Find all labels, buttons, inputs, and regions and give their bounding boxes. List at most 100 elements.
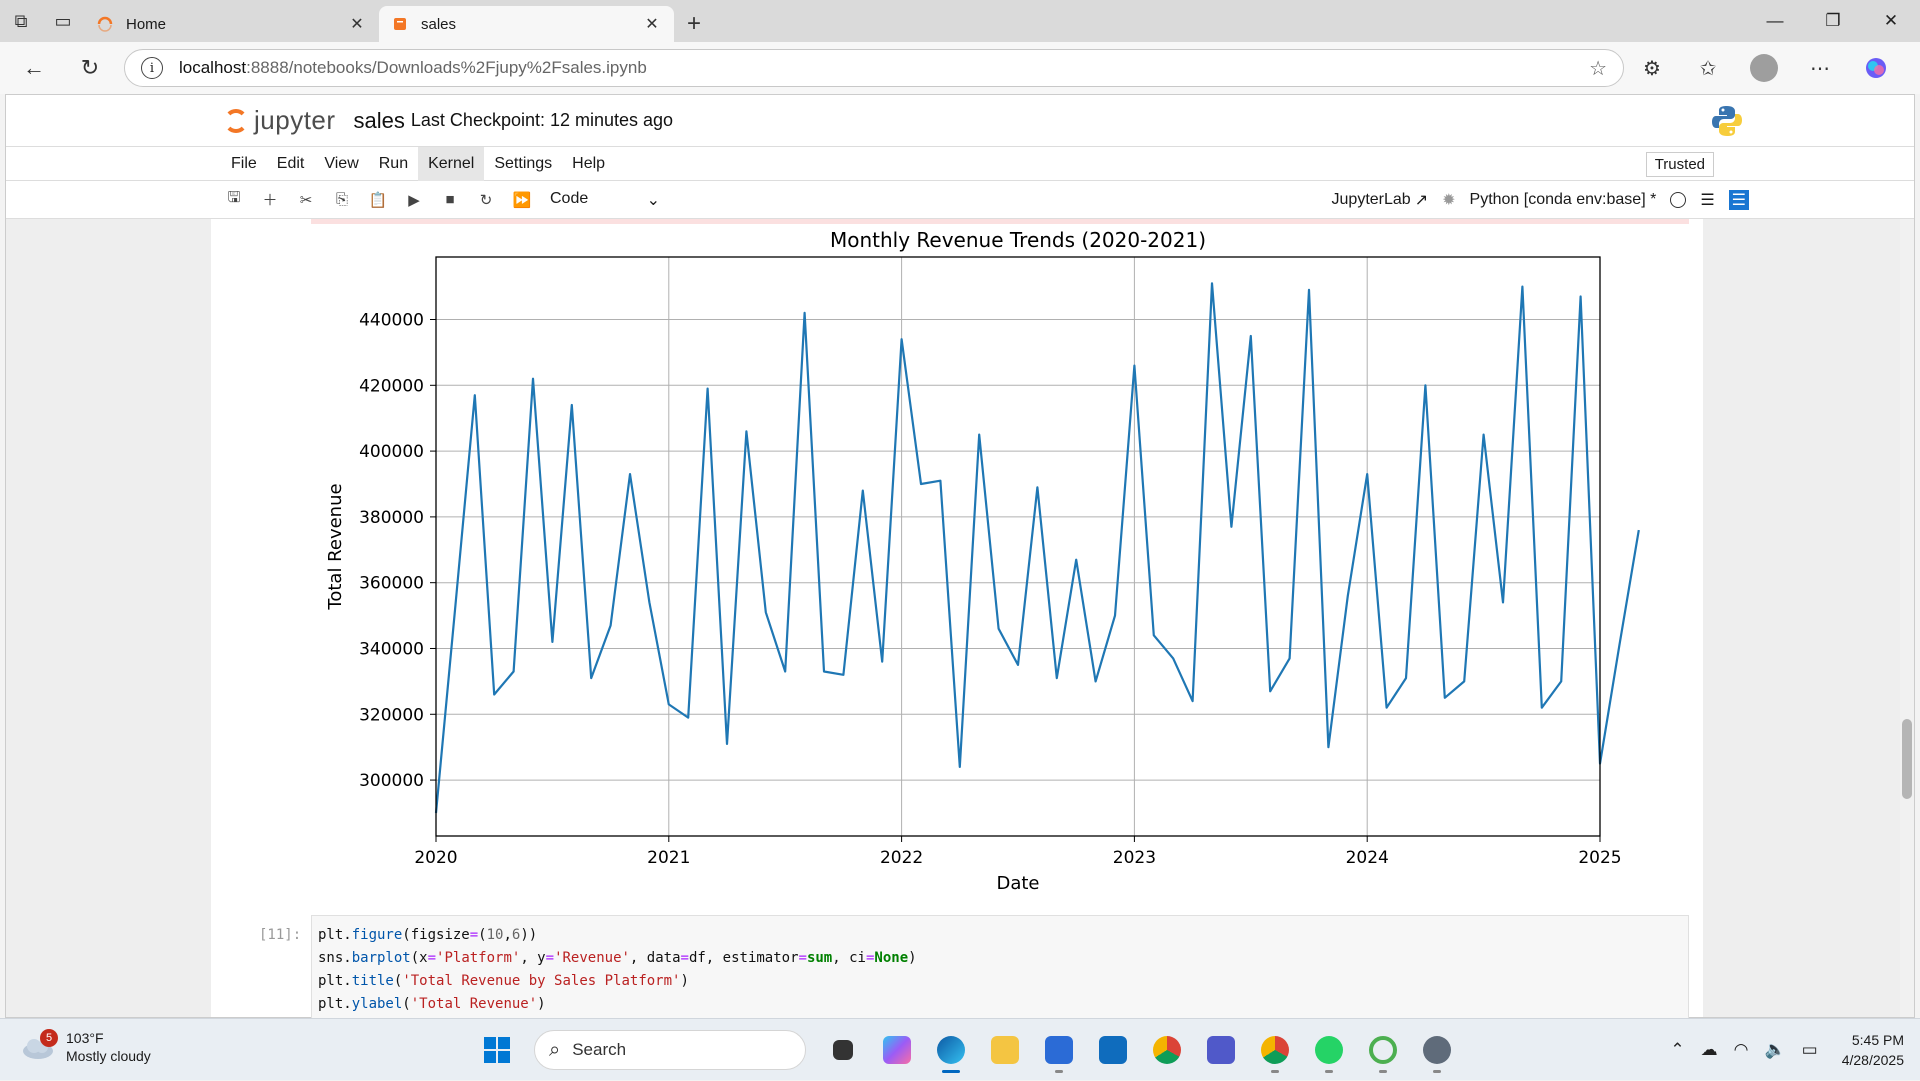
paste-icon[interactable]: 📋 (368, 191, 388, 209)
restart-icon[interactable]: ↻ (479, 191, 493, 209)
cloud-icon: 5 (20, 1029, 58, 1061)
workspaces-icon[interactable]: ⧉ (14, 10, 28, 31)
close-tab-icon[interactable]: ✕ (350, 16, 364, 33)
plot-frame (435, 256, 1601, 837)
url-host: localhost (179, 58, 247, 77)
jupyter-logo[interactable]: jupyter (224, 105, 336, 136)
trusted-indicator[interactable]: Trusted (1645, 152, 1714, 177)
chrome-profile-icon[interactable] (1250, 1027, 1300, 1073)
scroll-thumb[interactable] (1902, 719, 1912, 799)
code-editor[interactable]: plt.figure(figsize=(10,6)) sns.barplot(x=… (311, 915, 1689, 1025)
clock-time: 5:45 PM (1851, 1032, 1904, 1048)
temperature: 103°F (66, 1030, 104, 1046)
start-windows-icon[interactable] (472, 1027, 522, 1073)
chrome-icon[interactable] (1142, 1027, 1192, 1073)
menu-run[interactable]: Run (378, 154, 409, 172)
menu-settings[interactable]: Settings (494, 154, 553, 172)
edge-browser-icon[interactable] (926, 1027, 976, 1073)
back-arrow-icon[interactable]: ← (23, 55, 45, 80)
weather-badge: 5 (40, 1029, 58, 1047)
extensions-icon[interactable]: ⚙ (1643, 57, 1661, 80)
menu-file[interactable]: File (231, 154, 257, 172)
close-tab-icon[interactable]: ✕ (645, 16, 659, 33)
stop-icon[interactable]: ■ (445, 191, 455, 208)
cell-type-select[interactable]: Code ⌄ (550, 190, 660, 210)
list-icon[interactable]: ☰ (1700, 192, 1715, 209)
more-menu-icon[interactable]: ⋯ (1810, 57, 1830, 80)
minimize-icon[interactable]: — (1766, 11, 1784, 30)
menu-edit[interactable]: Edit (276, 154, 305, 172)
y-axis-label: Total Revenue (325, 483, 346, 610)
close-window-icon[interactable]: ✕ (1883, 11, 1899, 30)
jupyter-logo-icon (224, 108, 248, 133)
store-icon[interactable] (1034, 1027, 1084, 1073)
cell-prompt: [11]: (259, 927, 302, 943)
address-bar[interactable]: i localhost:8888/notebooks/Downloads%2Fj… (124, 49, 1624, 87)
notebook-area: 300000 320000 340000 360000 380000 400000 4200… (6, 219, 1914, 1025)
teams-icon[interactable] (1196, 1027, 1246, 1073)
clock-date: 4/28/2025 (1841, 1052, 1904, 1068)
favorites-icon[interactable]: ✩ (1699, 57, 1717, 80)
copilot-app-icon[interactable] (872, 1027, 922, 1073)
code-line: plt.ylabel('Total Revenue') (318, 996, 546, 1012)
copy-icon[interactable]: ⎘ (335, 191, 348, 208)
x-tick-label: 2021 (647, 848, 690, 868)
cut-icon[interactable]: ✂ (299, 191, 313, 209)
new-tab-button[interactable]: + (686, 10, 701, 37)
onedrive-cloud-icon[interactable]: ☁ (1700, 1040, 1718, 1059)
chart-title: Monthly Revenue Trends (2020-2021) (830, 228, 1206, 252)
y-tick-label: 300000 (359, 771, 424, 791)
menu-view[interactable]: View (324, 154, 359, 172)
battery-icon[interactable]: ▭ (1801, 1040, 1818, 1059)
favorite-star-icon[interactable]: ☆ (1589, 57, 1607, 80)
debugger-icon[interactable]: ✹ (1442, 192, 1456, 209)
y-tick-label: 320000 (359, 705, 424, 725)
file-explorer-icon[interactable] (980, 1027, 1030, 1073)
wifi-icon[interactable]: ◠ (1733, 1040, 1749, 1059)
system-tray: ⌃ ☁ ◠ 🔈 ▭ 5:45 PM 4/28/2025 (1662, 1019, 1904, 1081)
task-view-icon[interactable] (818, 1027, 868, 1073)
menu-kernel[interactable]: Kernel (418, 146, 485, 181)
notebook-name[interactable]: sales (353, 107, 405, 133)
copilot-icon[interactable] (1848, 48, 1904, 88)
x-tick-label: 2025 (1578, 848, 1621, 868)
property-inspector-icon[interactable]: ☰ (1728, 190, 1749, 210)
scrollbar[interactable] (1900, 219, 1914, 1017)
kernel-name[interactable]: Python [conda env:base] * (1469, 191, 1657, 208)
jupyter-logo-text: jupyter (254, 105, 336, 135)
menu-help[interactable]: Help (572, 154, 606, 172)
jupyter-header: jupyter sales Last Checkpoint: 12 minute… (6, 95, 1914, 147)
tab-sales[interactable]: sales ✕ (379, 6, 674, 42)
search-placeholder: Search (572, 1040, 627, 1059)
run-icon[interactable]: ▶ (408, 191, 420, 209)
tab-home[interactable]: Home ✕ (84, 6, 379, 42)
refresh-icon[interactable]: ↻ (80, 55, 100, 80)
last-checkpoint: Last Checkpoint: 12 minutes ago (410, 110, 674, 130)
windows-taskbar: 5 103°F Mostly cloudy ⌕ Search ⌃ ☁ ◠ 🔈 ▭ … (0, 1018, 1920, 1080)
browser-tab-strip: ⧉ ▭ Home ✕ sales ✕ + — ❐ ✕ (0, 0, 1920, 42)
notebook-panel: 300000 320000 340000 360000 380000 400000 4200… (211, 219, 1703, 1025)
x-tick-label: 2020 (414, 848, 457, 868)
taskbar-search[interactable]: ⌕ Search (534, 1030, 806, 1070)
settings-gear-icon[interactable] (1412, 1027, 1462, 1073)
outlook-icon[interactable] (1088, 1027, 1138, 1073)
clock[interactable]: 5:45 PM 4/28/2025 (1842, 1030, 1904, 1070)
tab-title: Home (126, 15, 167, 33)
chevron-up-icon[interactable]: ⌃ (1670, 1040, 1685, 1059)
profile-avatar[interactable] (1750, 54, 1778, 82)
site-info-icon[interactable]: i (141, 57, 163, 79)
search-icon: ⌕ (549, 1038, 561, 1061)
save-icon[interactable]: 🖫 (227, 189, 241, 206)
refresh-app-icon[interactable] (1358, 1027, 1408, 1073)
whatsapp-icon[interactable] (1304, 1027, 1354, 1073)
revenue-line-chart: 300000 320000 340000 360000 380000 400000 4200… (325, 228, 1640, 894)
weather-widget[interactable]: 5 103°F Mostly cloudy (20, 1029, 151, 1065)
add-cell-icon[interactable]: ＋ (262, 192, 278, 209)
volume-icon[interactable]: 🔈 (1764, 1040, 1786, 1059)
output-strip (311, 219, 1689, 224)
tab-actions-icon[interactable]: ▭ (54, 10, 72, 31)
jupyterlab-link[interactable]: JupyterLab (1331, 191, 1411, 208)
restore-icon[interactable]: ❐ (1825, 11, 1841, 30)
run-all-icon[interactable]: ⏩ (512, 191, 532, 209)
x-tick-label: 2023 (1113, 848, 1156, 868)
